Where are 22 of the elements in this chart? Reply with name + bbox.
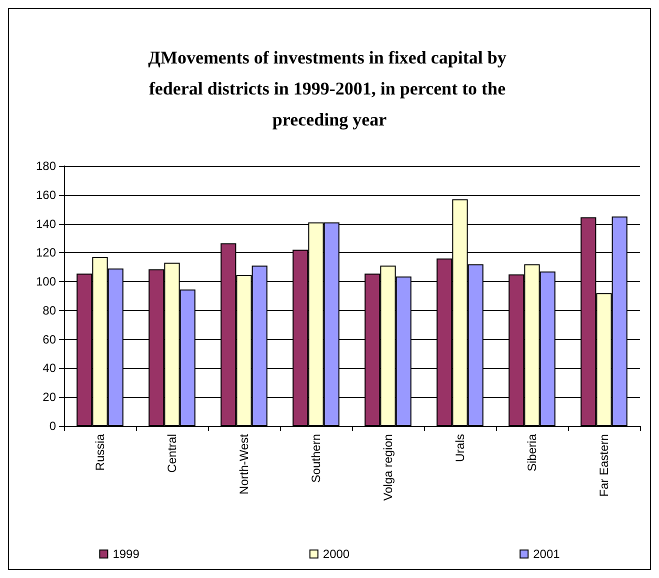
y-tick-label: 160	[36, 188, 56, 202]
y-tick-label: 60	[42, 332, 56, 346]
legend-label: 2000	[322, 547, 350, 561]
x-tick-label: Urals	[453, 434, 467, 462]
y-tick-label: 180	[36, 159, 56, 173]
x-tick-label: North-West	[237, 433, 251, 494]
y-tick-label: 120	[36, 246, 56, 260]
y-tick-label: 80	[42, 303, 56, 318]
legend-label: 1999	[112, 547, 140, 561]
x-tick-label: Central	[165, 434, 179, 473]
y-tick-label: 140	[36, 216, 56, 231]
y-tick-label: 100	[36, 274, 56, 289]
x-tick-label: Southern	[309, 434, 323, 483]
x-tick-label: Siberia	[525, 434, 539, 472]
x-tick-label: Far Eastern	[597, 434, 611, 497]
chart-title: ДMovements of investments in fixed capital by federal districts in 1999-2001, in percent to the preceding year	[148, 48, 511, 130]
y-tick-label: 40	[42, 361, 56, 376]
legend-label: 2001	[533, 547, 560, 561]
x-tick-label: Russia	[93, 434, 107, 471]
y-tick-label: 0	[49, 419, 56, 433]
x-tick-label: Volga region	[381, 434, 395, 501]
y-tick-label: 20	[42, 390, 56, 404]
